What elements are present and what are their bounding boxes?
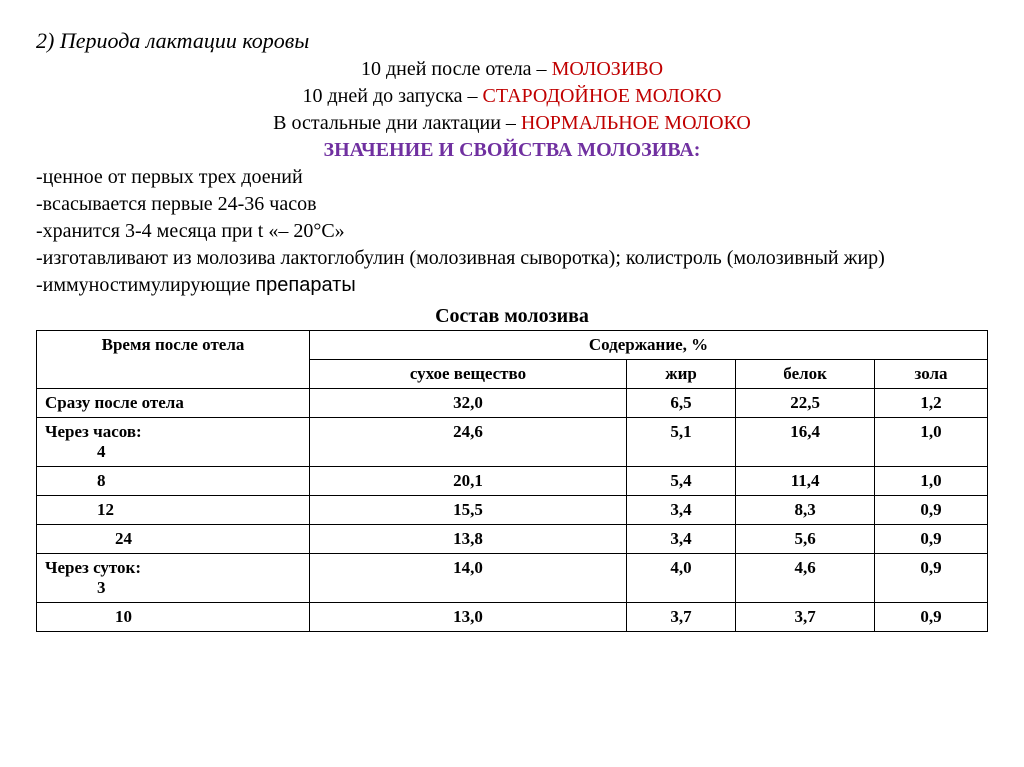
- table-cell: 32,0: [310, 389, 627, 418]
- row-label: 10: [37, 603, 310, 632]
- th-content: Содержание, %: [310, 331, 988, 360]
- line-1: 10 дней после отела – МОЛОЗИВО: [36, 56, 988, 83]
- bullet-5: -иммуностимулирующие препараты: [36, 272, 988, 299]
- table-cell: 5,4: [626, 467, 735, 496]
- table-cell: 0,9: [875, 525, 988, 554]
- th-sub-4: зола: [875, 360, 988, 389]
- line-1-red: МОЛОЗИВО: [552, 58, 663, 80]
- bullet-list: -ценное от первых трех доений -всасывает…: [36, 164, 988, 299]
- table-cell: 1,0: [875, 418, 988, 467]
- th-sub-2: жир: [626, 360, 735, 389]
- table-row: 1215,53,48,30,9: [37, 496, 988, 525]
- bullet-4: -изготавливают из молозива лактоглобулин…: [36, 245, 988, 272]
- table-cell: 4,6: [736, 554, 875, 603]
- table-cell: 1,0: [875, 467, 988, 496]
- table-cell: 3,4: [626, 496, 735, 525]
- table-cell: 24,6: [310, 418, 627, 467]
- table-cell: 8,3: [736, 496, 875, 525]
- line-2: 10 дней до запуска – СТАРОДОЙНОЕ МОЛОКО: [36, 83, 988, 110]
- bullet-5a: -иммуностимулирующие: [36, 274, 255, 296]
- row-label: 8: [37, 467, 310, 496]
- row-label: Через суток:3: [37, 554, 310, 603]
- bullet-2: -всасывается первые 24-36 часов: [36, 191, 988, 218]
- table-cell: 15,5: [310, 496, 627, 525]
- table-cell: 16,4: [736, 418, 875, 467]
- bullet-5b: препараты: [255, 274, 355, 296]
- th-time: Время после отела: [37, 331, 310, 389]
- table-cell: 3,7: [736, 603, 875, 632]
- table-row: 1013,03,73,70,9: [37, 603, 988, 632]
- row-label: 24: [37, 525, 310, 554]
- table-row: Через часов:424,65,116,41,0: [37, 418, 988, 467]
- table-cell: 13,0: [310, 603, 627, 632]
- th-sub-1: сухое вещество: [310, 360, 627, 389]
- table-cell: 13,8: [310, 525, 627, 554]
- line-2-red: СТАРОДОЙНОЕ МОЛОКО: [483, 85, 722, 107]
- table-cell: 3,7: [626, 603, 735, 632]
- table-cell: 6,5: [626, 389, 735, 418]
- row-label: Через часов:4: [37, 418, 310, 467]
- table-row: 820,15,411,41,0: [37, 467, 988, 496]
- bullet-1: -ценное от первых трех доений: [36, 164, 988, 191]
- purple-subtitle: ЗНАЧЕНИЕ И СВОЙСТВА МОЛОЗИВА:: [36, 139, 988, 162]
- table-cell: 3,4: [626, 525, 735, 554]
- table-cell: 5,6: [736, 525, 875, 554]
- table-row: Сразу после отела32,06,522,51,2: [37, 389, 988, 418]
- table-body: Сразу после отела32,06,522,51,2Через час…: [37, 389, 988, 632]
- table-cell: 1,2: [875, 389, 988, 418]
- table-cell: 0,9: [875, 496, 988, 525]
- line-3: В остальные дни лактации – НОРМАЛЬНОЕ МО…: [36, 110, 988, 137]
- table-row: Через суток:314,04,04,60,9: [37, 554, 988, 603]
- table-header-row-1: Время после отела Содержание, %: [37, 331, 988, 360]
- table-cell: 14,0: [310, 554, 627, 603]
- section-heading: 2) Периода лактации коровы: [36, 28, 988, 54]
- table-cell: 20,1: [310, 467, 627, 496]
- table-cell: 11,4: [736, 467, 875, 496]
- row-label: Сразу после отела: [37, 389, 310, 418]
- line-2-text: 10 дней до запуска –: [302, 85, 482, 107]
- table-cell: 0,9: [875, 554, 988, 603]
- line-1-text: 10 дней после отела –: [361, 58, 552, 80]
- line-3-text: В остальные дни лактации –: [273, 112, 521, 134]
- table-cell: 22,5: [736, 389, 875, 418]
- table-cell: 4,0: [626, 554, 735, 603]
- table-cell: 5,1: [626, 418, 735, 467]
- table-title: Состав молозива: [36, 305, 988, 328]
- line-3-red: НОРМАЛЬНОЕ МОЛОКО: [521, 112, 751, 134]
- colostrum-table: Время после отела Содержание, % сухое ве…: [36, 330, 988, 632]
- table-cell: 0,9: [875, 603, 988, 632]
- table-row: 2413,83,45,60,9: [37, 525, 988, 554]
- row-label: 12: [37, 496, 310, 525]
- th-sub-3: белок: [736, 360, 875, 389]
- bullet-3: -хранится 3-4 месяца при t «– 20°С»: [36, 218, 988, 245]
